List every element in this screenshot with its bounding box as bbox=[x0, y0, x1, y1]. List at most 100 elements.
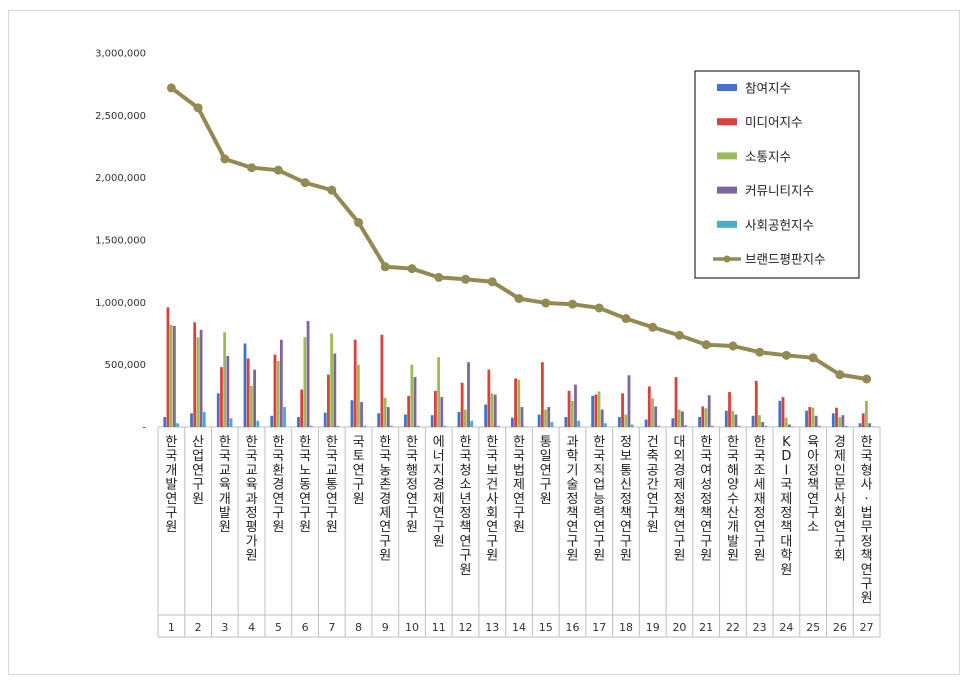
bar-1-7 bbox=[323, 412, 327, 427]
legend-label-3: 소통지수 bbox=[745, 149, 791, 164]
bar-4-12 bbox=[467, 362, 470, 427]
bar-5-27 bbox=[871, 426, 875, 427]
rank-label: 11 bbox=[432, 621, 446, 634]
bar-4-25 bbox=[814, 415, 818, 427]
bar-2-12 bbox=[460, 382, 464, 427]
bar-2-11 bbox=[433, 390, 437, 427]
bar-3-8 bbox=[356, 364, 360, 427]
bar-3-12 bbox=[463, 409, 467, 427]
bar-4-11 bbox=[440, 397, 444, 427]
line-point-7 bbox=[327, 185, 337, 195]
rank-label: 13 bbox=[485, 621, 499, 634]
line-point-5 bbox=[273, 165, 283, 175]
bar-1-8 bbox=[350, 400, 354, 427]
rank-label: 19 bbox=[646, 621, 660, 634]
rank-label: 15 bbox=[539, 621, 553, 634]
line-point-23 bbox=[755, 347, 765, 357]
bar-4-18 bbox=[627, 375, 631, 427]
rank-label: 7 bbox=[328, 621, 335, 634]
bar-3-25 bbox=[811, 407, 815, 427]
bar-1-6 bbox=[297, 417, 300, 427]
rank-label: 9 bbox=[382, 621, 389, 634]
rank-label: 25 bbox=[806, 621, 820, 634]
bar-2-13 bbox=[487, 369, 491, 427]
bar-4-8 bbox=[360, 402, 363, 427]
bar-2-21 bbox=[701, 406, 705, 427]
rank-label: 27 bbox=[860, 621, 874, 634]
rank-label: 24 bbox=[779, 621, 793, 634]
bar-1-3 bbox=[216, 393, 220, 427]
bar-2-26 bbox=[835, 407, 838, 427]
legend-label-2: 미디어지수 bbox=[745, 115, 803, 130]
rank-label: 3 bbox=[221, 621, 228, 634]
bar-4-9 bbox=[386, 407, 390, 427]
bar-4-23 bbox=[761, 422, 765, 427]
bar-2-24 bbox=[781, 397, 785, 427]
bar-1-11 bbox=[430, 415, 434, 427]
bar-5-13 bbox=[497, 425, 500, 427]
rank-label: 4 bbox=[248, 621, 255, 634]
bar-1-2 bbox=[190, 413, 193, 427]
rank-label: 8 bbox=[355, 621, 362, 634]
bar-2-14 bbox=[514, 378, 517, 427]
bar-1-12 bbox=[457, 412, 461, 427]
bar-5-24 bbox=[791, 426, 795, 427]
bar-2-1 bbox=[166, 307, 170, 427]
bar-3-26 bbox=[838, 417, 842, 427]
bar-5-12 bbox=[470, 420, 474, 427]
bar-3-4 bbox=[249, 385, 253, 427]
bar-1-22 bbox=[724, 410, 728, 427]
y-tick-label: 2,500,000 bbox=[95, 111, 146, 122]
bar-4-17 bbox=[600, 409, 604, 427]
bar-4-4 bbox=[253, 369, 256, 427]
bar-3-17 bbox=[597, 391, 601, 427]
line-point-25 bbox=[808, 353, 818, 363]
line-point-15 bbox=[541, 298, 551, 308]
line-point-13 bbox=[487, 277, 497, 287]
bar-2-25 bbox=[808, 407, 812, 427]
legend-swatch-4 bbox=[717, 186, 737, 194]
bar-3-22 bbox=[731, 410, 735, 427]
bar-5-19 bbox=[657, 425, 661, 427]
bar-4-15 bbox=[547, 407, 551, 427]
line-point-27 bbox=[862, 374, 872, 384]
rank-label: 2 bbox=[195, 621, 202, 634]
bar-3-11 bbox=[437, 357, 440, 427]
line-point-12 bbox=[461, 274, 471, 284]
bar-1-24 bbox=[778, 400, 782, 427]
legend-box bbox=[694, 70, 860, 279]
bar-5-18 bbox=[630, 424, 634, 427]
bar-2-2 bbox=[193, 322, 197, 427]
bar-4-3 bbox=[226, 355, 230, 427]
bar-2-18 bbox=[621, 393, 624, 427]
bar-5-7 bbox=[336, 425, 340, 427]
bar-3-5 bbox=[276, 360, 280, 427]
rank-label: 14 bbox=[512, 621, 526, 634]
bar-5-8 bbox=[363, 425, 367, 427]
bar-1-25 bbox=[805, 410, 808, 427]
bar-4-19 bbox=[654, 406, 658, 427]
bar-2-8 bbox=[353, 339, 357, 427]
bar-4-5 bbox=[279, 339, 283, 427]
bar-1-10 bbox=[404, 414, 407, 427]
bar-2-15 bbox=[540, 362, 544, 427]
bar-4-22 bbox=[734, 414, 738, 427]
y-tick-label: 500,000 bbox=[105, 360, 146, 371]
bar-4-7 bbox=[333, 353, 337, 427]
bar-3-16 bbox=[570, 400, 574, 427]
legend-label-1: 참여지수 bbox=[745, 81, 791, 96]
bar-5-4 bbox=[256, 420, 260, 427]
bar-1-9 bbox=[377, 413, 381, 427]
bar-1-19 bbox=[644, 419, 648, 427]
bar-3-9 bbox=[383, 397, 387, 427]
